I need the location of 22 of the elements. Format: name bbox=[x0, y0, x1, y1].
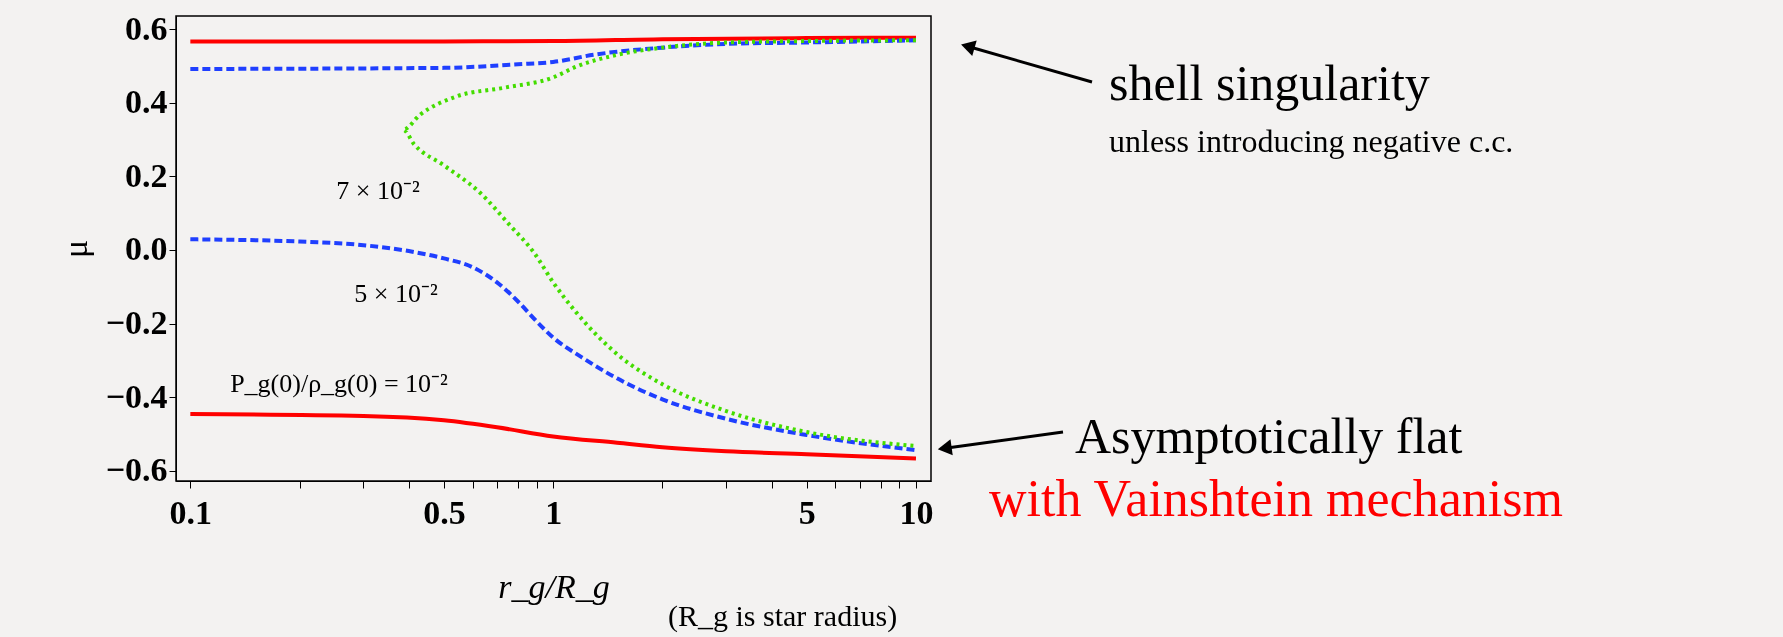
x-axis-title: r_g/R_g bbox=[498, 567, 610, 605]
x-tick-label: 10 bbox=[899, 493, 934, 531]
x-tick-label: 0.5 bbox=[423, 493, 466, 531]
x-tick-label: 0.1 bbox=[169, 493, 213, 531]
annotation: P_g(0)/ρ_g(0) = 10⁻² bbox=[230, 369, 449, 398]
y-tick-label: 0.0 bbox=[125, 230, 168, 268]
y-tick-label: 0.4 bbox=[125, 83, 168, 121]
text: shell singularity bbox=[1109, 55, 1430, 111]
x-tick-label: 5 bbox=[798, 493, 816, 531]
text: Asymptotically flat bbox=[1075, 408, 1463, 464]
y-axis-title: μ bbox=[56, 239, 94, 259]
text: unless introducing negative c.c. bbox=[1109, 123, 1514, 159]
y-tick-label: −0.2 bbox=[105, 304, 168, 342]
annotation: 7 × 10⁻² bbox=[336, 176, 420, 205]
y-tick-label: −0.6 bbox=[105, 451, 168, 489]
x-tick-label: 1 bbox=[545, 493, 563, 531]
y-tick-label: −0.4 bbox=[105, 377, 168, 415]
y-tick-label: 0.6 bbox=[125, 9, 168, 47]
annotation: 5 × 10⁻² bbox=[354, 279, 438, 308]
text: with Vainshtein mechanism bbox=[989, 470, 1563, 527]
text: (R_g is star radius) bbox=[668, 599, 898, 633]
y-tick-label: 0.2 bbox=[125, 156, 168, 194]
